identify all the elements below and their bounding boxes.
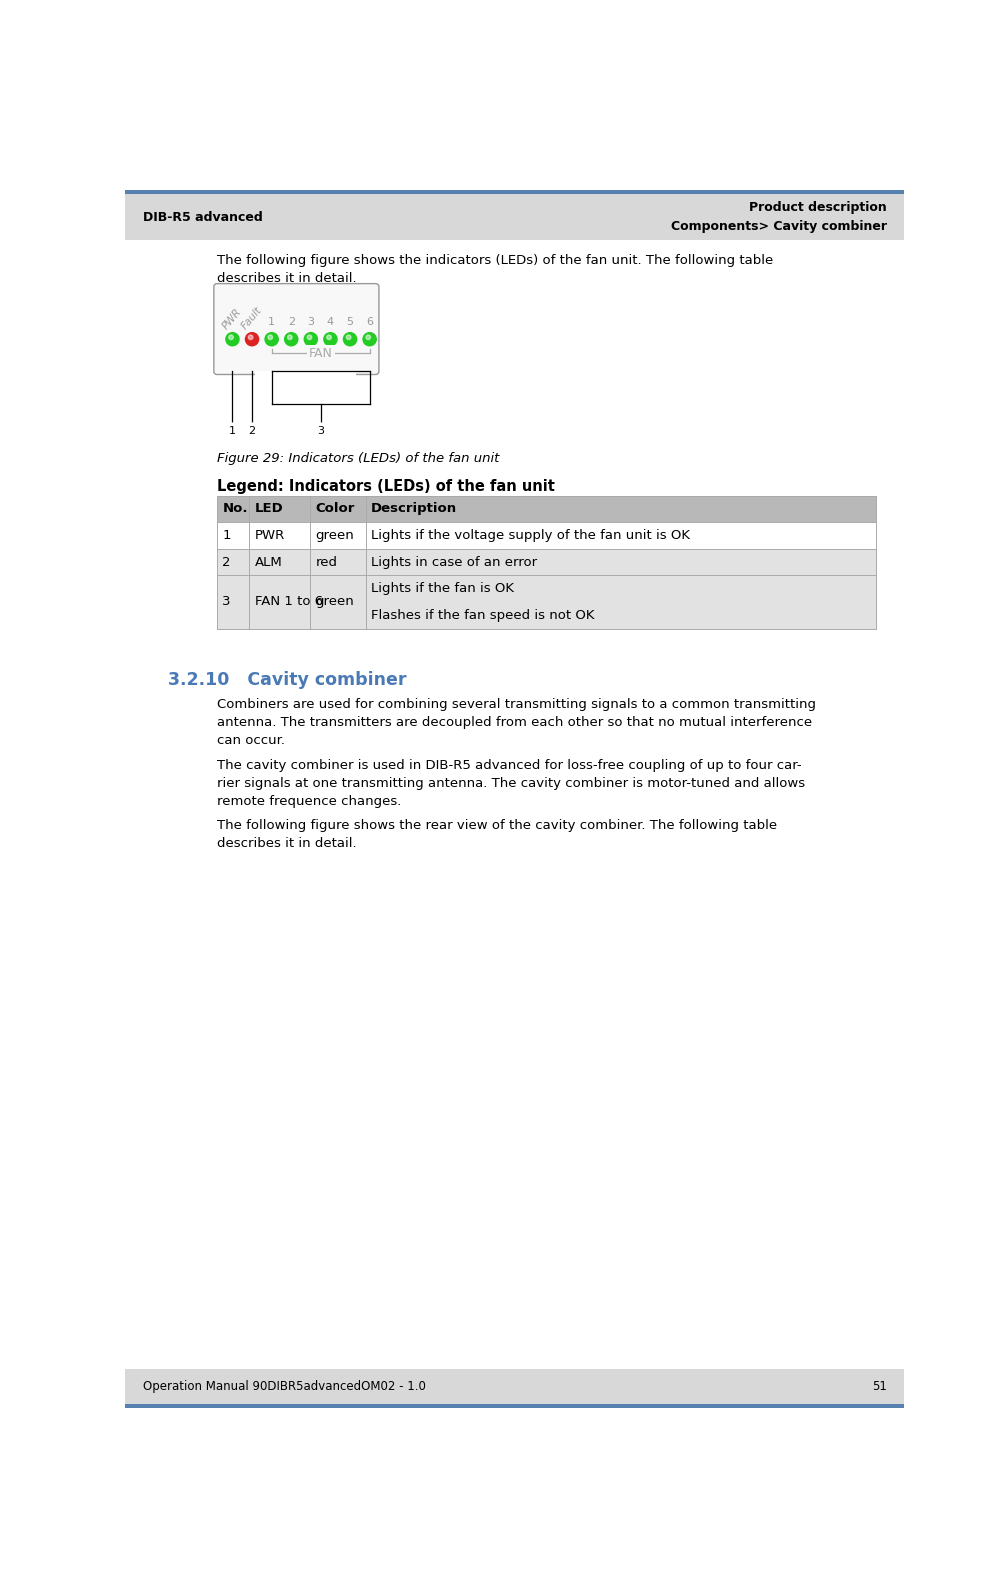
Text: The following figure shows the indicators (LEDs) of the fan unit. The following : The following figure shows the indicator… [217,255,772,267]
Circle shape [244,422,260,438]
Circle shape [363,332,376,346]
Bar [125,1368,903,1403]
Text: The cavity combiner is used in DIB-R5 advanced for loss-free coupling of up to f: The cavity combiner is used in DIB-R5 ad… [217,759,800,772]
Text: green: green [315,528,354,543]
Text: red: red [315,555,337,568]
Circle shape [248,335,253,340]
Text: DIB-R5 advanced: DIB-R5 advanced [142,210,262,223]
Text: 3: 3 [222,595,231,609]
Bar [365,576,876,628]
Bar [310,522,365,549]
Bar [250,576,310,628]
Text: antenna. The transmitters are decoupled from each other so that no mutual interf: antenna. The transmitters are decoupled … [217,717,811,729]
Circle shape [326,335,331,340]
Bar [310,576,365,628]
Text: 51: 51 [871,1380,886,1392]
Text: ALM: ALM [255,555,283,568]
Text: 2: 2 [248,426,256,435]
Text: 1: 1 [268,318,275,327]
Text: Color: Color [315,503,354,516]
Text: 5: 5 [346,318,353,327]
Text: Operation Manual 90DIBR5advancedOM02 - 1.0: Operation Manual 90DIBR5advancedOM02 - 1… [142,1380,425,1392]
Circle shape [265,332,278,346]
Bar [250,495,310,522]
Circle shape [285,332,298,346]
Bar [217,495,250,522]
Circle shape [365,335,370,340]
Text: Flashes if the fan speed is not OK: Flashes if the fan speed is not OK [371,609,594,622]
Circle shape [313,422,328,438]
Circle shape [343,332,356,346]
Text: LED: LED [255,503,284,516]
Circle shape [307,335,312,340]
Text: Product description: Product description [748,201,886,215]
Text: Description: Description [371,503,456,516]
Bar [365,522,876,549]
Text: green: green [315,595,354,609]
Text: 1: 1 [222,528,231,543]
Text: remote frequence changes.: remote frequence changes. [217,794,401,808]
Bar [125,190,903,195]
Text: The following figure shows the rear view of the cavity combiner. The following t: The following figure shows the rear view… [217,819,776,832]
Circle shape [324,332,337,346]
Text: describes it in detail.: describes it in detail. [217,837,356,851]
Text: 3: 3 [307,318,314,327]
Text: 6: 6 [366,318,373,327]
Text: 2: 2 [288,318,295,327]
FancyBboxPatch shape [214,283,378,375]
Text: rier signals at one transmitting antenna. The cavity combiner is motor-tuned and: rier signals at one transmitting antenna… [217,777,804,789]
Text: can occur.: can occur. [217,734,285,747]
Text: FAN: FAN [308,346,332,361]
Text: 4: 4 [327,318,334,327]
Bar [250,522,310,549]
Text: PWR: PWR [221,307,244,331]
Circle shape [287,335,292,340]
Circle shape [229,335,233,340]
Text: No.: No. [222,503,248,516]
Text: FAN 1 to 6: FAN 1 to 6 [255,595,323,609]
Text: PWR: PWR [255,528,285,543]
Bar [365,549,876,576]
Circle shape [225,422,240,438]
Bar [217,549,250,576]
Text: Legend: Indicators (LEDs) of the fan unit: Legend: Indicators (LEDs) of the fan uni… [217,479,555,495]
Text: Lights if the fan is OK: Lights if the fan is OK [371,582,514,595]
Bar [125,1403,903,1408]
Circle shape [245,332,259,346]
Bar [125,195,903,240]
Text: describes it in detail.: describes it in detail. [217,272,356,285]
Text: Lights in case of an error: Lights in case of an error [371,555,537,568]
Text: 1: 1 [229,426,236,435]
Circle shape [268,335,272,340]
Text: Lights if the voltage supply of the fan unit is OK: Lights if the voltage supply of the fan … [371,528,689,543]
Circle shape [304,332,317,346]
Circle shape [226,332,239,346]
Bar [310,495,365,522]
Bar [255,372,354,403]
Bar [365,495,876,522]
Bar [310,549,365,576]
Text: Fault: Fault [240,305,264,331]
Bar [217,576,250,628]
Text: 2: 2 [222,555,231,568]
Bar [217,522,250,549]
Text: Components> Cavity combiner: Components> Cavity combiner [670,220,886,233]
Text: Combiners are used for combining several transmitting signals to a common transm: Combiners are used for combining several… [217,698,815,710]
Bar [250,549,310,576]
Circle shape [346,335,351,340]
Text: Figure 29: Indicators (LEDs) of the fan unit: Figure 29: Indicators (LEDs) of the fan … [217,452,498,465]
Text: 3.2.10   Cavity combiner: 3.2.10 Cavity combiner [168,671,406,688]
Text: 3: 3 [317,426,324,435]
